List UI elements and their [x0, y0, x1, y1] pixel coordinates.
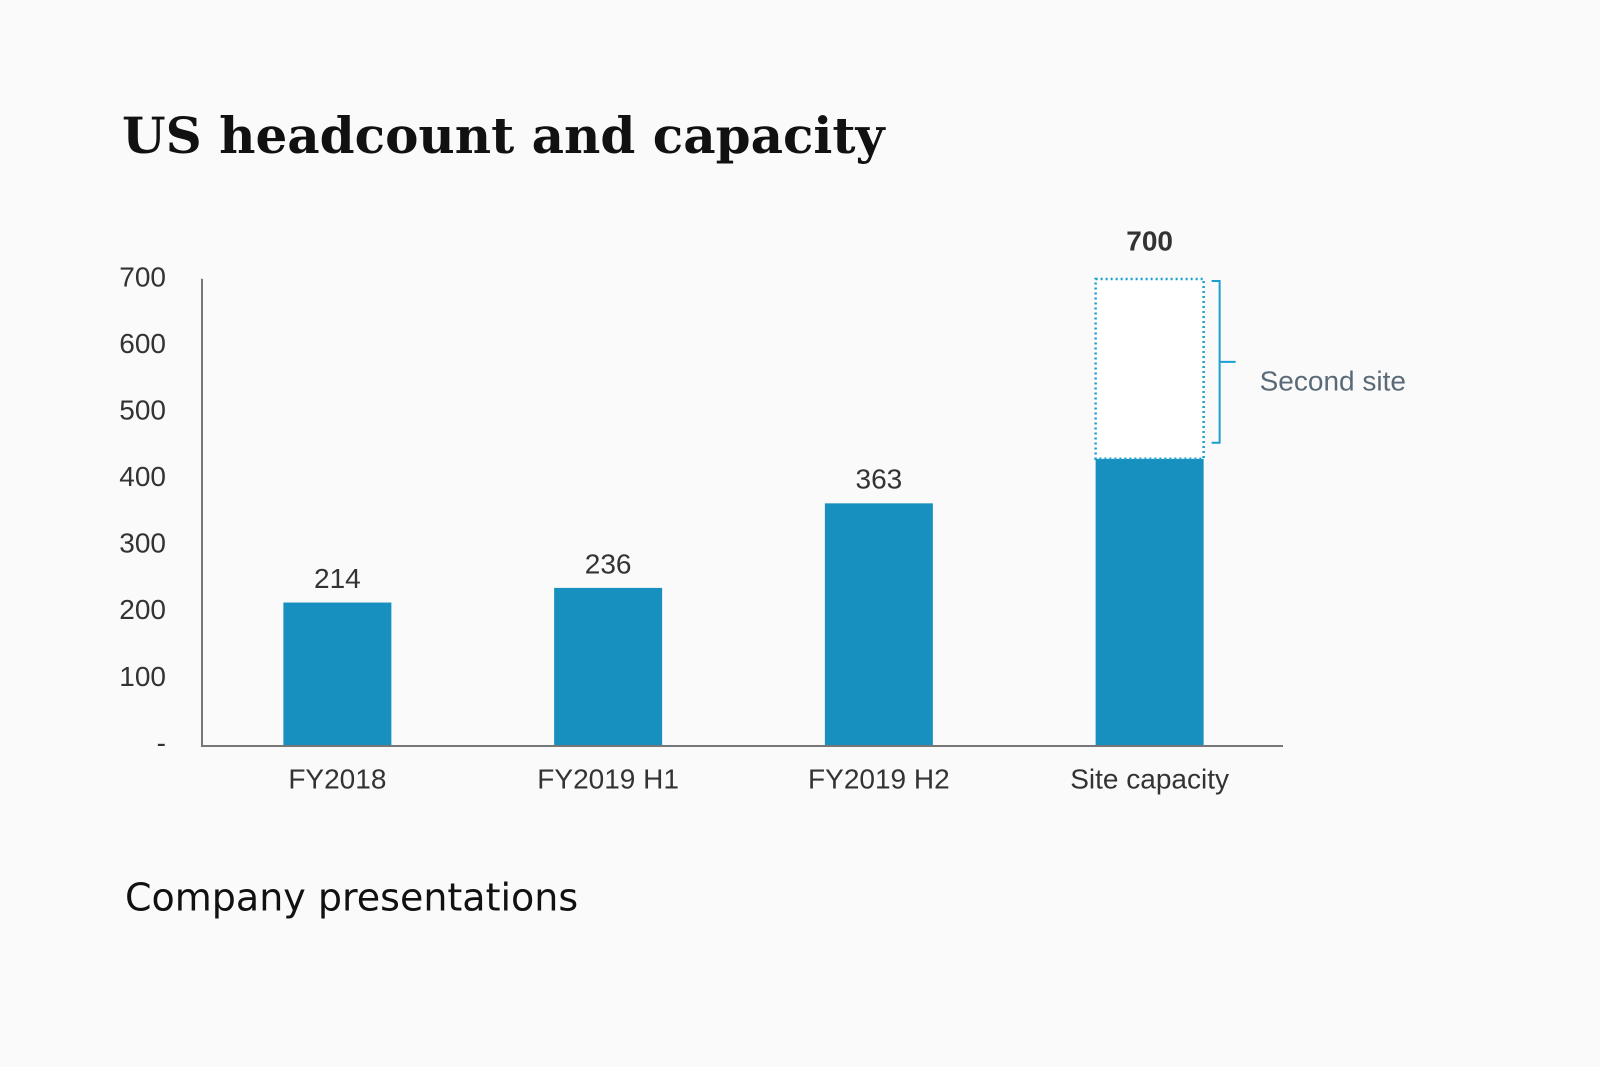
data-label: 236	[585, 548, 632, 579]
bar-segment	[283, 602, 392, 745]
bar-segment	[824, 503, 933, 745]
x-tick-label: FY2019 H1	[537, 763, 679, 794]
source: Company presentations	[125, 876, 578, 920]
bar-segment	[1095, 458, 1204, 745]
bar-segment	[1094, 277, 1205, 460]
y-tick-label: 200	[119, 594, 166, 625]
x-tick-label: FY2019 H2	[808, 763, 950, 794]
y-tick-label: 600	[119, 328, 166, 359]
x-tick-label: FY2018	[288, 763, 386, 794]
y-tick-label: 700	[119, 261, 166, 292]
data-label: 214	[314, 563, 361, 594]
y-tick-label: 500	[119, 395, 166, 426]
y-tick-label: 100	[119, 661, 166, 692]
y-tick-label: 300	[119, 528, 166, 559]
chart-title: US headcount and capacity	[122, 106, 886, 165]
y-tick-label: 400	[119, 461, 166, 492]
annotation: Second site	[1260, 365, 1406, 396]
bracket	[1211, 280, 1236, 444]
data-label: 363	[856, 464, 903, 495]
bar-segment	[554, 587, 663, 745]
x-tick-label: Site capacity	[1070, 763, 1229, 794]
y-tick-label: -	[157, 727, 166, 758]
total-label: 700	[1126, 225, 1173, 256]
